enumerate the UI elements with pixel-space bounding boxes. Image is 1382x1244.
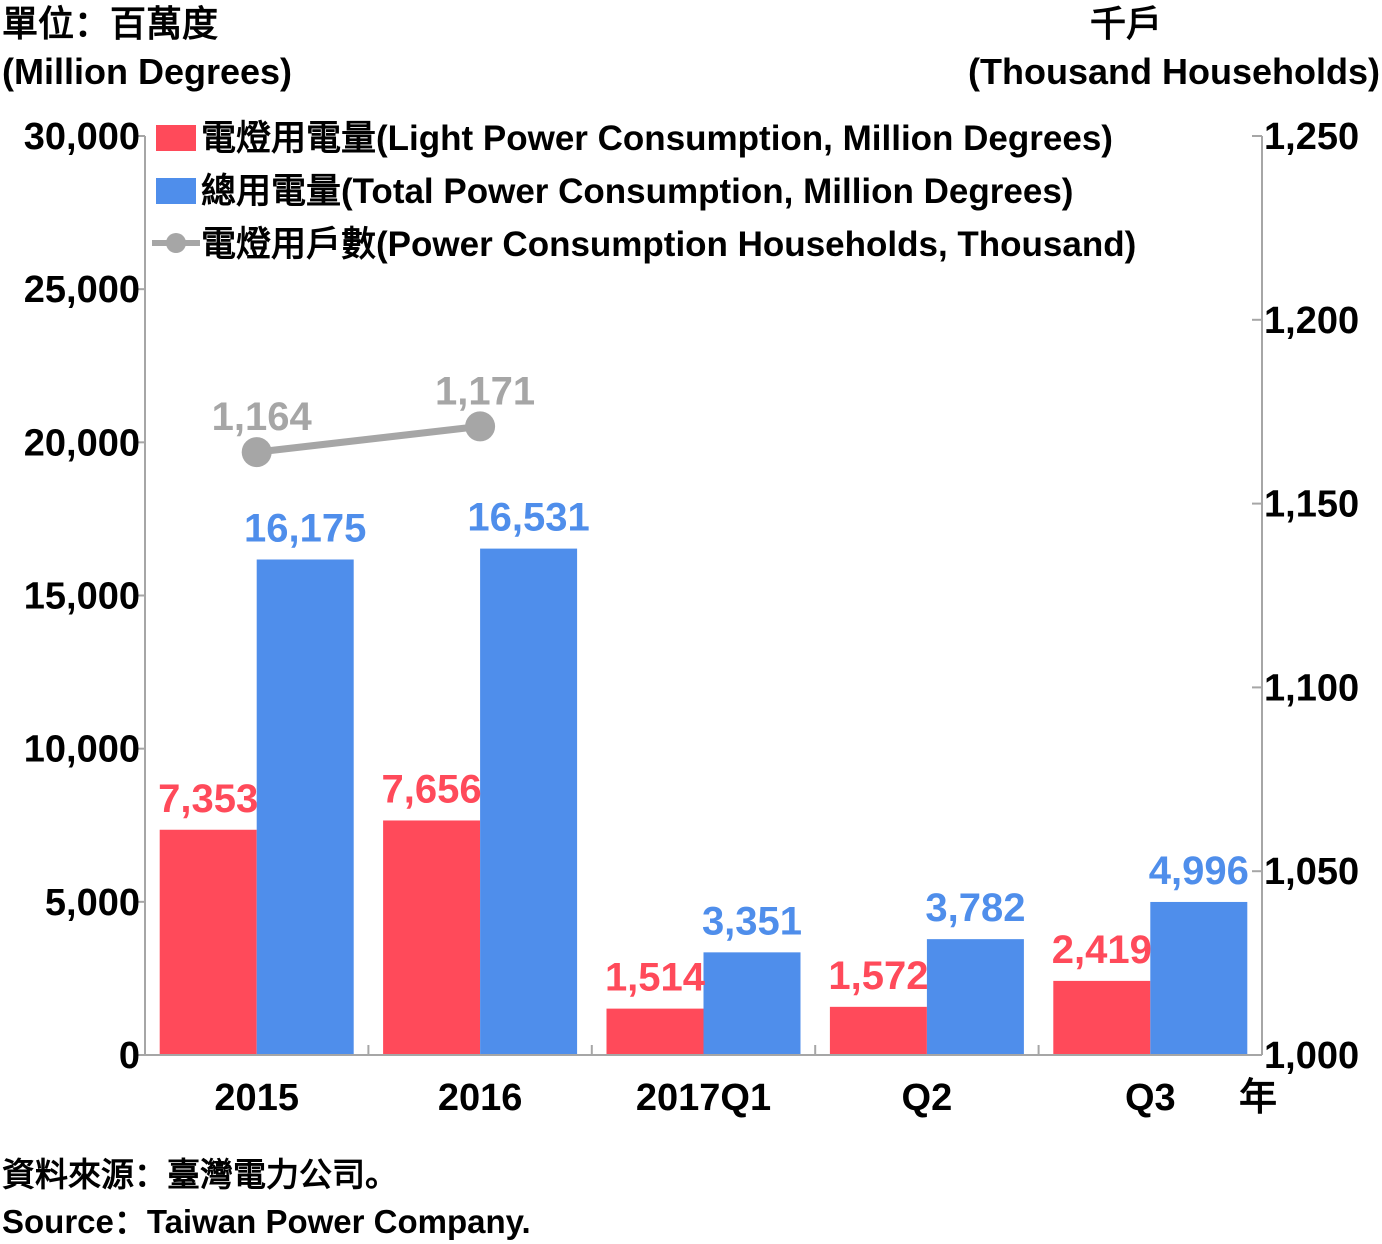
source-zh: 資料來源：臺灣電力公司。 [2, 1156, 398, 1193]
right-tick-label: 1,250 [1264, 116, 1359, 158]
bar-light-power [1053, 980, 1151, 1055]
data-label-total-power: 4,996 [1149, 849, 1249, 893]
right-tick-label: 1,000 [1264, 1035, 1359, 1077]
bar-light-power [159, 829, 257, 1055]
x-category-label: 2016 [438, 1077, 523, 1119]
right-tick-label: 1,100 [1264, 667, 1359, 709]
left-tick-label: 5,000 [45, 882, 140, 924]
households-line-path [256, 422, 481, 456]
left-axis-ticks: 0 5,000 10,000 15,000 20,000 25,000 30,000 [24, 116, 145, 1077]
left-tick-label: 15,000 [24, 576, 140, 618]
data-label-light-power: 1,572 [828, 954, 928, 998]
bar-light-power [383, 820, 481, 1055]
x-category-label: 2017Q1 [636, 1077, 771, 1119]
bar-total-power [703, 952, 801, 1055]
x-category-label: Q2 [902, 1077, 953, 1119]
data-label-light-power: 7,656 [382, 767, 482, 811]
legend: 電燈用電量(Light Power Consumption, Million D… [152, 119, 1136, 264]
legend-label-total-power: 總用電量(Total Power Consumption, Million De… [201, 172, 1073, 211]
data-label-total-power: 16,531 [467, 496, 589, 540]
left-tick-label: 30,000 [24, 116, 140, 158]
legend-label-households: 電燈用戶數(Power Consumption Households, Thou… [201, 225, 1136, 264]
legend-swatch-households-marker [166, 233, 186, 253]
left-tick-label: 25,000 [24, 269, 140, 311]
bar-light-power [606, 1008, 704, 1055]
right-tick-label: 1,150 [1264, 484, 1359, 526]
right-tick-label: 1,050 [1264, 851, 1359, 893]
data-label-households: 1,164 [212, 395, 313, 439]
right-axis-ticks: 1,000 1,050 1,100 1,150 1,200 1,250 [1252, 116, 1359, 1077]
households-point [465, 411, 496, 442]
legend-label-light-power: 電燈用電量(Light Power Consumption, Million D… [201, 119, 1113, 158]
households-point [241, 437, 272, 468]
left-tick-label: 0 [119, 1035, 140, 1077]
households-line [241, 411, 496, 468]
right-unit-zh: 千戶 [1090, 3, 1162, 44]
data-label-light-power: 2,419 [1052, 928, 1152, 972]
source-en: Source：Taiwan Power Company. [2, 1203, 531, 1240]
bar-light-power [829, 1006, 927, 1055]
left-tick-label: 10,000 [24, 729, 140, 771]
data-label-total-power: 16,175 [244, 507, 366, 551]
bar-total-power [256, 559, 354, 1055]
bar-total-power [1150, 901, 1248, 1055]
data-label-light-power: 7,353 [158, 777, 258, 821]
bar-total-power [926, 939, 1024, 1055]
left-unit-en: (Million Degrees) [2, 51, 292, 92]
left-tick-label: 20,000 [24, 422, 140, 464]
right-tick-label: 1,200 [1264, 300, 1359, 342]
data-label-households: 1,171 [435, 369, 535, 413]
x-category-label: Q3 [1125, 1077, 1176, 1119]
data-labels: 7,353 7,656 1,514 1,572 2,419 16,175 16,531 3,3… [158, 369, 1249, 999]
x-category-label: 2015 [214, 1077, 299, 1119]
left-unit-zh: 單位：百萬度 [2, 3, 218, 44]
legend-swatch-light-power [156, 125, 196, 151]
legend-swatch-total-power [156, 178, 196, 204]
data-label-light-power: 1,514 [605, 956, 706, 1000]
data-label-total-power: 3,782 [925, 886, 1025, 930]
bars [159, 548, 1248, 1055]
x-axis-unit: 年 [1239, 1077, 1277, 1119]
right-unit-en: (Thousand Households) [968, 51, 1380, 92]
bar-total-power [480, 548, 578, 1055]
data-label-total-power: 3,351 [702, 899, 802, 943]
x-axis-categories: 2015 2016 2017Q1 Q2 Q3 [214, 1045, 1176, 1119]
